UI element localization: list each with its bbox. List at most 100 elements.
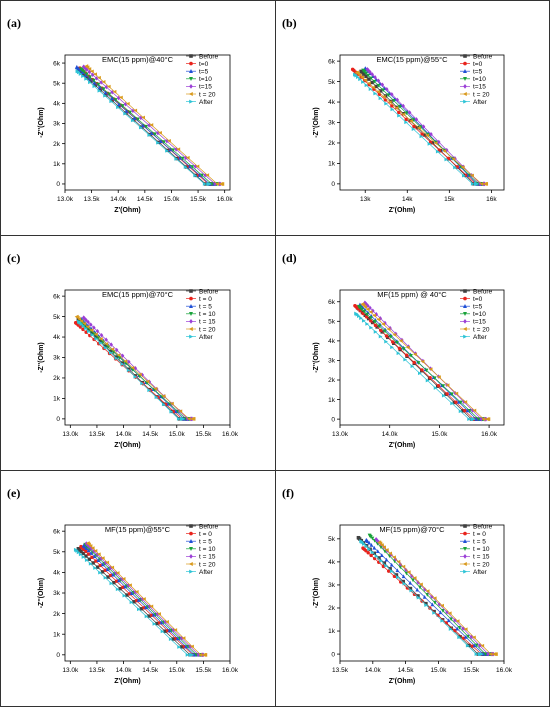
data-point xyxy=(390,92,394,97)
data-point xyxy=(420,132,424,136)
chart-svg: 13.5k 14.0k 14.5k 15.0k 15.5k 16.0k 0 1k 2k 3k 4k 5… xyxy=(313,523,513,685)
data-point xyxy=(90,72,95,78)
data-point xyxy=(397,110,401,115)
data-point xyxy=(193,164,198,169)
x-tick-label: 13.0k xyxy=(57,196,74,203)
data-point xyxy=(385,87,389,92)
data-point xyxy=(370,80,374,85)
data-point xyxy=(398,565,403,570)
data-point xyxy=(374,554,379,559)
y-tick-label: 0 xyxy=(56,416,60,423)
data-point xyxy=(428,375,432,380)
data-point xyxy=(416,126,421,130)
data-point xyxy=(450,392,454,397)
y-axis-label: -Z''(Ohm) xyxy=(313,578,320,609)
data-point xyxy=(390,345,394,350)
legend-label: After xyxy=(473,569,488,576)
data-point xyxy=(438,610,443,615)
data-point xyxy=(389,569,394,574)
y-axis-label: -Z''(Ohm) xyxy=(38,578,45,609)
legend-marker xyxy=(463,69,467,73)
data-point xyxy=(81,324,86,328)
data-point xyxy=(193,173,198,178)
data-point xyxy=(360,307,364,312)
x-tick-label: 14.0k xyxy=(365,667,382,674)
legend-marker xyxy=(189,547,193,551)
data-point xyxy=(392,332,397,337)
y-tick-label: 3k xyxy=(53,590,61,597)
data-point xyxy=(115,347,119,353)
data-point xyxy=(141,115,145,120)
data-point xyxy=(370,72,375,77)
data-point xyxy=(107,92,112,97)
data-point xyxy=(97,85,102,90)
legend-marker xyxy=(462,562,467,566)
x-tick-label: 15k xyxy=(444,196,455,203)
legend-label: t=5 xyxy=(199,69,209,76)
data-point xyxy=(90,332,95,337)
data-point xyxy=(123,101,128,107)
data-point xyxy=(197,173,202,177)
data-point xyxy=(368,310,373,314)
data-point xyxy=(361,303,366,308)
legend-label: t = 0 xyxy=(199,296,212,303)
data-point xyxy=(144,124,149,129)
data-point xyxy=(472,643,477,648)
data-point xyxy=(92,84,97,89)
y-tick-label: 4k xyxy=(53,101,61,108)
data-point xyxy=(366,73,371,78)
data-point xyxy=(176,147,181,152)
data-point xyxy=(458,400,463,405)
y-tick-label: 5k xyxy=(328,79,336,86)
data-point xyxy=(388,551,393,556)
data-point xyxy=(384,101,389,106)
legend-marker xyxy=(463,554,467,559)
data-point xyxy=(89,551,94,555)
data-point xyxy=(96,82,101,87)
series-7 xyxy=(359,539,484,656)
data-point xyxy=(83,316,87,321)
data-point xyxy=(425,378,430,383)
data-point xyxy=(364,74,368,79)
x-tick-label: 15.5k xyxy=(195,431,212,438)
legend-marker xyxy=(463,61,467,66)
legend-label: Before xyxy=(199,523,219,530)
series-7 xyxy=(353,72,480,186)
data-point xyxy=(200,173,204,178)
data-point xyxy=(105,560,110,565)
data-point xyxy=(147,388,152,393)
data-point xyxy=(160,629,165,634)
data-point xyxy=(93,548,98,553)
data-point xyxy=(123,584,127,589)
data-point xyxy=(138,372,142,377)
legend-label: After xyxy=(199,569,214,576)
legend-marker xyxy=(188,92,193,96)
data-point xyxy=(397,346,402,351)
legend-label: After xyxy=(473,99,488,106)
y-axis-label: -Z''(Ohm) xyxy=(38,342,45,373)
x-tick-label: 13k xyxy=(360,196,371,203)
data-point xyxy=(364,83,369,88)
data-point xyxy=(378,96,383,101)
data-point xyxy=(167,628,172,633)
data-point xyxy=(125,101,130,106)
data-point xyxy=(178,409,183,414)
data-point xyxy=(147,123,151,128)
data-point xyxy=(457,625,462,630)
data-point xyxy=(356,71,360,76)
data-point xyxy=(116,105,120,110)
legend-marker xyxy=(189,539,193,543)
data-point xyxy=(202,182,207,186)
data-point xyxy=(481,417,486,422)
legend-marker xyxy=(189,304,193,308)
data-point xyxy=(454,391,459,396)
panel-label-e: (e) xyxy=(7,486,21,500)
chart-svg: 13.0k 13.5k 14.0k 14.5k 15.0k 15.5k 16.0k 0 1k 2k… xyxy=(38,523,239,685)
y-tick-label: 2k xyxy=(328,140,336,147)
series-5 xyxy=(363,300,488,422)
data-point xyxy=(139,607,144,611)
data-point xyxy=(412,592,417,597)
data-point xyxy=(361,80,365,84)
data-point xyxy=(432,596,437,601)
legend-marker xyxy=(462,327,467,331)
